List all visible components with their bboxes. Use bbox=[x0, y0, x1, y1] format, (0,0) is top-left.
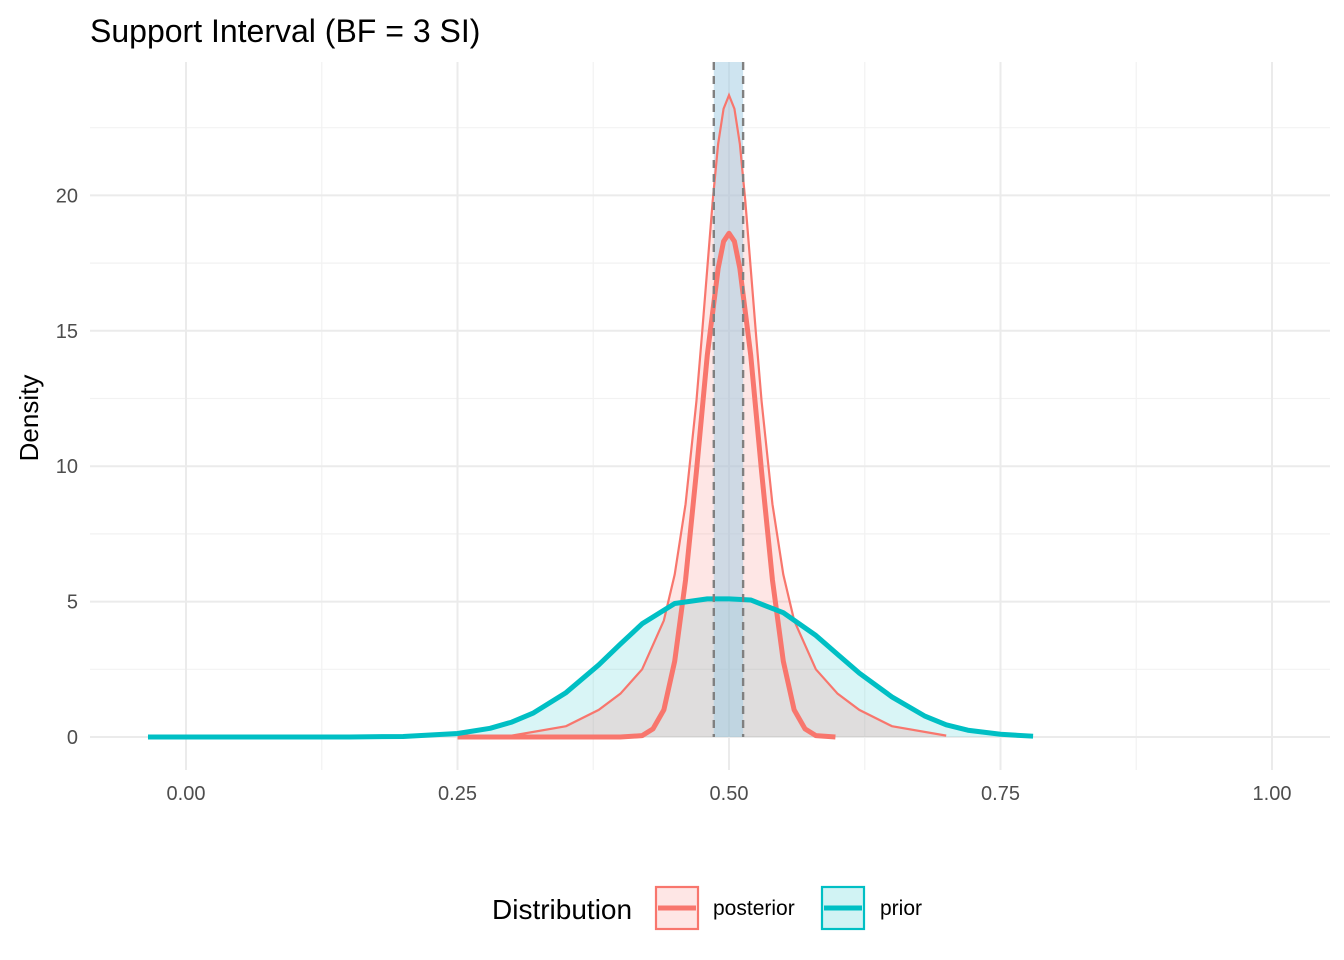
legend-label: posterior bbox=[713, 897, 795, 920]
chart-title: Support Interval (BF = 3 SI) bbox=[90, 13, 480, 49]
legend: Distribution posterior prior bbox=[492, 885, 922, 931]
x-tick-label: 0.00 bbox=[167, 783, 206, 805]
y-tick-label: 5 bbox=[67, 592, 78, 614]
support-interval-band bbox=[713, 62, 744, 737]
x-tick-label: 0.50 bbox=[710, 783, 749, 805]
y-tick-label: 15 bbox=[56, 321, 78, 343]
y-tick-label: 20 bbox=[56, 185, 78, 207]
y-tick-label: 10 bbox=[56, 456, 78, 478]
prior-line bbox=[147, 596, 1034, 740]
plot-area bbox=[147, 62, 1034, 740]
x-axis-ticks: 0.00 0.25 0.50 0.75 1.00 bbox=[167, 783, 1292, 805]
y-axis-ticks: 0 5 10 15 20 bbox=[56, 185, 78, 749]
legend-title: Distribution bbox=[492, 894, 632, 925]
legend-label: prior bbox=[880, 897, 922, 920]
y-tick-label: 0 bbox=[67, 727, 78, 749]
x-tick-label: 0.75 bbox=[981, 783, 1020, 805]
x-tick-label: 0.25 bbox=[438, 783, 477, 805]
posterior-outline bbox=[511, 92, 947, 737]
y-axis-title: Density bbox=[14, 375, 44, 462]
x-tick-label: 1.00 bbox=[1253, 783, 1292, 805]
legend-entry-posterior: posterior bbox=[654, 885, 795, 931]
legend-entry-prior: prior bbox=[820, 885, 922, 931]
posterior-line bbox=[457, 230, 836, 740]
